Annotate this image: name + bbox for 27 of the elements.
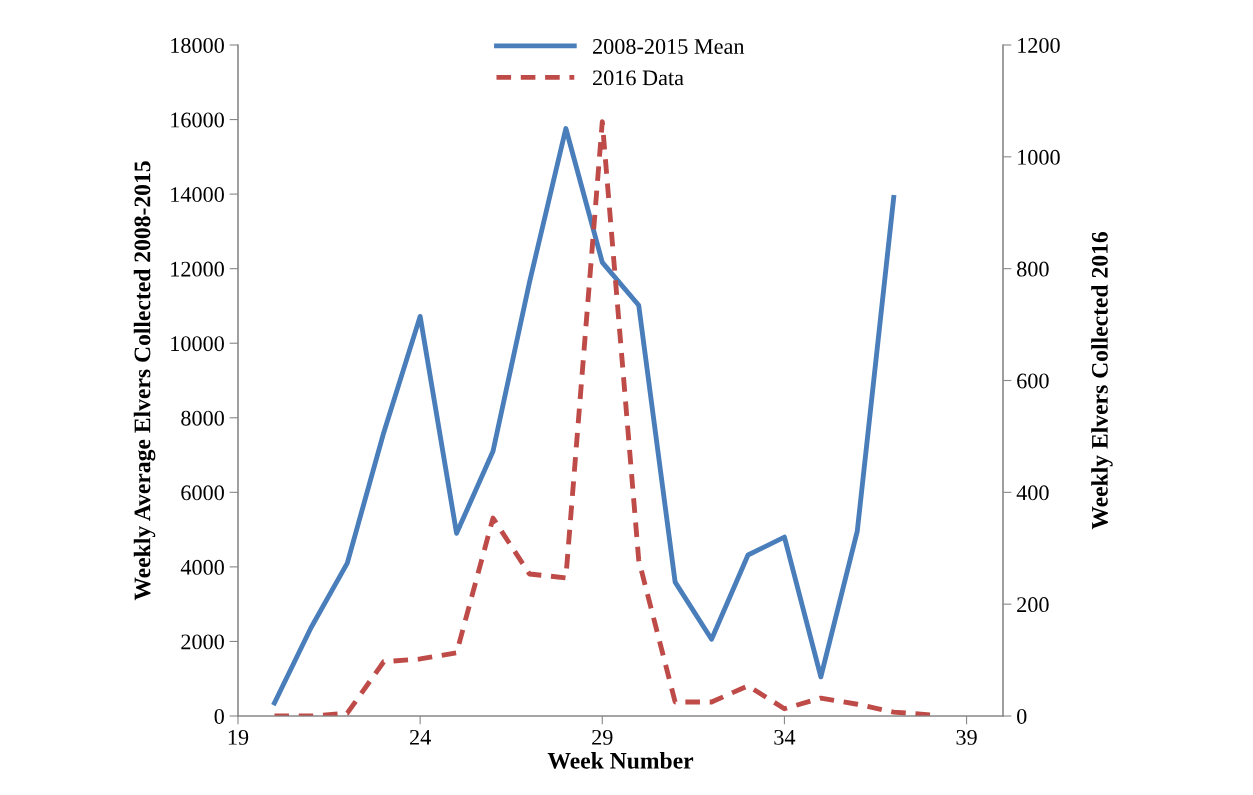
y2-tick-label: 400 <box>1016 485 1049 501</box>
y-tick-label: 8000 <box>181 410 224 426</box>
legend-label: 2016 Data <box>593 70 684 86</box>
y-tick-label: 14000 <box>171 187 224 203</box>
y-tick-label: 12000 <box>171 261 224 277</box>
y2-axis-title: Weekly Elvers Collected 2016 <box>1091 232 1113 530</box>
y2-tick-label: 600 <box>1017 373 1049 389</box>
legend-label: 2008-2015 Mean <box>593 38 745 54</box>
x-axis-title: Week Number <box>547 752 694 769</box>
y2-tick-label: 800 <box>1017 261 1049 277</box>
y-axis-title: Weekly Average Elvers Collected 2008-2015 <box>133 161 156 601</box>
y2-tick-label: 1000 <box>1018 149 1060 165</box>
x-tick-label: 24 <box>410 729 431 745</box>
y-tick-label: 6000 <box>181 485 224 501</box>
y-tick-label: 16000 <box>171 112 224 128</box>
y2-tick-label: 1200 <box>1018 37 1060 53</box>
x-tick-label: 39 <box>956 729 977 745</box>
x-tick-label: 19 <box>228 729 249 745</box>
y-tick-label: 0 <box>214 708 224 724</box>
x-tick-label: 29 <box>592 729 613 745</box>
y-tick-label: 10000 <box>171 336 224 352</box>
x-tick-label: 34 <box>774 729 796 745</box>
y2-tick-label: 0 <box>1017 708 1027 724</box>
y-tick-label: 18000 <box>171 37 224 53</box>
y-tick-label: 2000 <box>181 634 224 650</box>
y-tick-label: 4000 <box>180 559 224 575</box>
y2-tick-label: 200 <box>1017 597 1049 613</box>
